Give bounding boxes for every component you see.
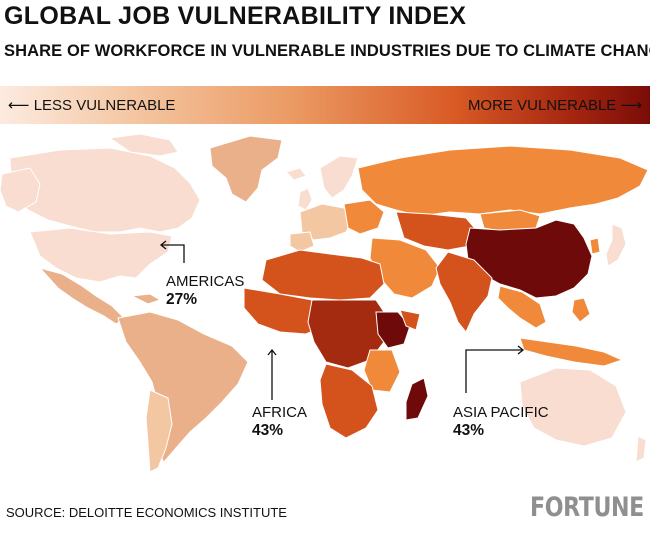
scandinavia xyxy=(319,155,359,199)
asia-pacific-callout: ASIA PACIFIC 43% xyxy=(453,404,549,440)
horn-of-africa xyxy=(399,309,421,331)
world-map xyxy=(0,133,649,473)
south-america-south xyxy=(145,389,173,473)
fortune-logo: FORTUNE xyxy=(530,492,644,523)
north-africa xyxy=(261,249,385,301)
ethiopia xyxy=(375,311,411,349)
legend-more-vulnerable: MORE VULNERABLE ⟶ xyxy=(468,96,642,114)
map-subtitle: SHARE OF WORKFORCE IN VULNERABLE INDUSTR… xyxy=(4,42,650,60)
africa-arrow-icon xyxy=(267,348,277,400)
legend-gradient-bar xyxy=(0,86,650,124)
americas-arrow-icon xyxy=(159,240,185,263)
caribbean xyxy=(130,293,162,305)
india xyxy=(435,251,493,333)
southeast-asia xyxy=(497,285,547,329)
africa-callout: AFRICA 43% xyxy=(252,404,307,440)
korea xyxy=(589,237,601,255)
americas-value: 27% xyxy=(166,291,198,308)
greenland xyxy=(209,135,283,203)
usa xyxy=(29,227,173,283)
alaska xyxy=(0,167,41,213)
iberia xyxy=(289,231,315,253)
asia-pacific-region-label: ASIA PACIFIC xyxy=(453,404,549,421)
left-arrow-icon: ⟵ xyxy=(8,97,30,114)
americas-region-label: AMERICAS xyxy=(166,273,245,290)
africa-region-label: AFRICA xyxy=(252,404,308,421)
uk xyxy=(297,187,313,211)
map-title: GLOBAL JOB VULNERABILITY INDEX xyxy=(4,2,467,30)
australia xyxy=(519,367,627,447)
right-arrow-icon: ⟶ xyxy=(620,97,642,114)
iceland xyxy=(285,167,307,181)
source-note: SOURCE: DELOITTE ECONOMICS INSTITUTE xyxy=(6,505,287,520)
russia xyxy=(357,145,649,217)
asia-pacific-arrow-icon xyxy=(465,345,525,393)
americas-callout: AMERICAS 27% xyxy=(166,273,244,309)
africa-value: 43% xyxy=(252,422,284,439)
new-zealand xyxy=(635,435,647,463)
philippines xyxy=(571,297,591,323)
indonesia xyxy=(519,337,624,367)
japan xyxy=(605,223,627,267)
legend-left-label: LESS VULNERABLE xyxy=(33,97,176,114)
north-america-north xyxy=(9,147,201,233)
south-america xyxy=(117,311,249,463)
arctic-islands xyxy=(108,133,179,157)
asia-pacific-value: 43% xyxy=(453,422,485,439)
madagascar xyxy=(405,377,429,421)
eastern-europe xyxy=(343,199,385,235)
southern-africa xyxy=(319,363,379,439)
legend-right-label: MORE VULNERABLE xyxy=(467,97,617,114)
east-africa xyxy=(363,349,401,393)
legend-less-vulnerable: ⟵ LESS VULNERABLE xyxy=(8,96,175,114)
